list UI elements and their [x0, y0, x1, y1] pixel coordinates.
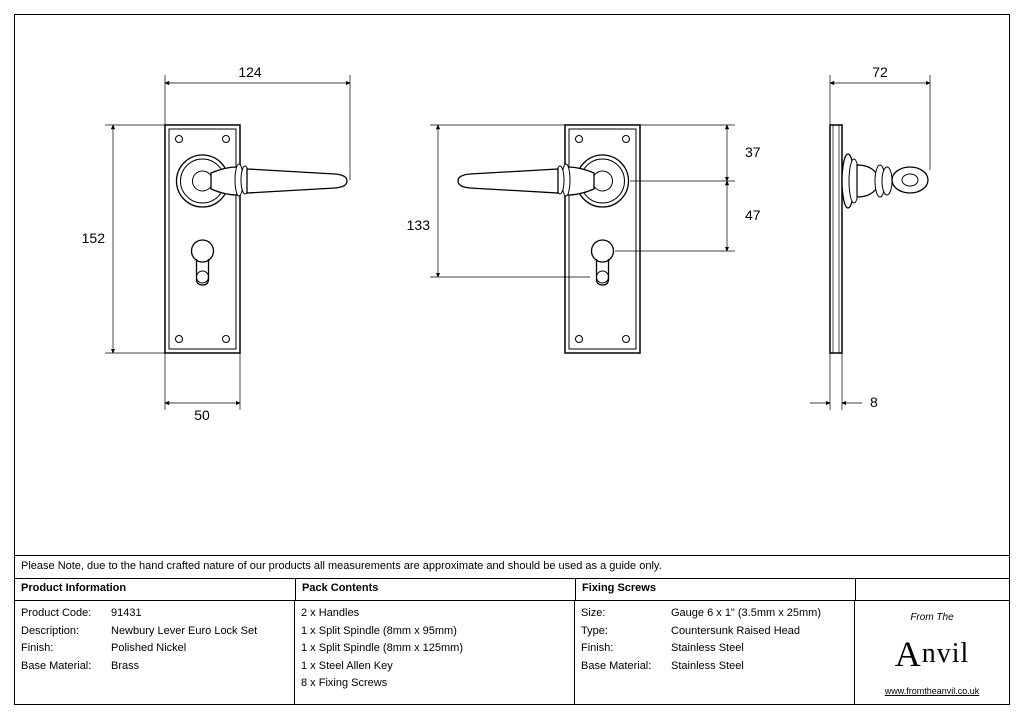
table-headers: Product Information Pack Contents Fixing…: [15, 579, 1009, 601]
dim-124: 124: [238, 64, 262, 80]
dim-152: 152: [82, 230, 106, 246]
center-view: [458, 125, 640, 353]
value-finish: Polished Nickel: [111, 640, 288, 658]
brand-prefix: From The: [885, 610, 980, 626]
table-body: Product Code:91431 Description:Newbury L…: [15, 601, 1009, 704]
dim-8: 8: [870, 394, 878, 410]
label-screw-finish: Finish:: [581, 640, 671, 658]
measurement-note: Please Note, due to the hand crafted nat…: [15, 555, 1009, 579]
brand-url: www.fromtheanvil.co.uk: [885, 684, 980, 698]
value-screw-base: Stainless Steel: [671, 658, 848, 676]
pack-item: 8 x Fixing Screws: [301, 675, 568, 693]
label-type: Type:: [581, 623, 671, 641]
label-size: Size:: [581, 605, 671, 623]
label-finish: Finish:: [21, 640, 111, 658]
product-info-cell: Product Code:91431 Description:Newbury L…: [15, 601, 295, 704]
dim-133: 133: [407, 217, 431, 233]
value-type: Countersunk Raised Head: [671, 623, 848, 641]
side-view: [830, 125, 928, 353]
pack-item: 1 x Split Spindle (8mm x 125mm): [301, 640, 568, 658]
value-screw-finish: Stainless Steel: [671, 640, 848, 658]
value-desc: Newbury Lever Euro Lock Set: [111, 623, 288, 641]
dim-47: 47: [745, 207, 761, 223]
label-base: Base Material:: [21, 658, 111, 676]
brand-logo: From The Anvil www.fromtheanvil.co.uk: [885, 610, 980, 698]
pack-item: 2 x Handles: [301, 605, 568, 623]
pack-item: 1 x Split Spindle (8mm x 95mm): [301, 623, 568, 641]
header-product-info: Product Information: [15, 579, 295, 600]
technical-drawing: 124 152 50: [15, 15, 1009, 555]
front-view: [165, 125, 347, 353]
brand-cell: From The Anvil www.fromtheanvil.co.uk: [855, 601, 1009, 704]
pack-contents-cell: 2 x Handles 1 x Split Spindle (8mm x 95m…: [295, 601, 575, 704]
header-brand: [855, 579, 1009, 600]
header-pack-contents: Pack Contents: [295, 579, 575, 600]
brand-name: Anvil: [885, 626, 980, 684]
dim-37: 37: [745, 144, 761, 160]
header-fixing-screws: Fixing Screws: [575, 579, 855, 600]
dim-72: 72: [872, 64, 888, 80]
label-code: Product Code:: [21, 605, 111, 623]
fixing-screws-cell: Size:Gauge 6 x 1" (3.5mm x 25mm) Type:Co…: [575, 601, 855, 704]
label-desc: Description:: [21, 623, 111, 641]
dim-50: 50: [194, 407, 210, 423]
value-base: Brass: [111, 658, 288, 676]
label-screw-base: Base Material:: [581, 658, 671, 676]
pack-item: 1 x Steel Allen Key: [301, 658, 568, 676]
value-size: Gauge 6 x 1" (3.5mm x 25mm): [671, 605, 848, 623]
value-code: 91431: [111, 605, 288, 623]
